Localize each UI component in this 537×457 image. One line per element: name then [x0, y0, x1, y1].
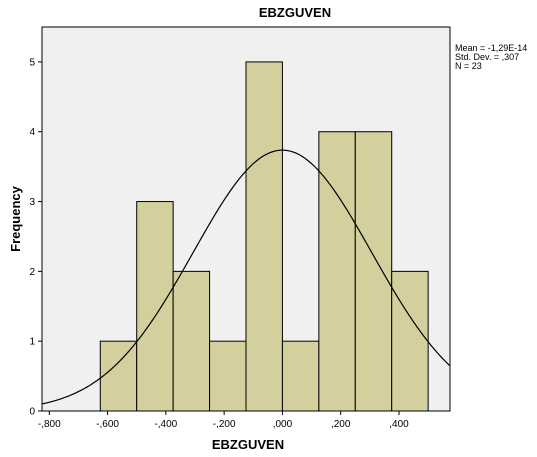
x-tick-label: ,400 — [389, 419, 409, 430]
stat-n: N = 23 — [455, 61, 482, 71]
x-tick-label: -,200 — [213, 419, 236, 430]
x-tick-label: ,000 — [273, 419, 293, 430]
histogram-bar — [354, 131, 393, 412]
stat-std-dev: Std. Dev. = ,307 — [455, 52, 519, 62]
stats-box: Mean = -1,29E-14 Std. Dev. = ,307 N = 23 — [455, 43, 527, 71]
histogram-bar — [281, 340, 320, 412]
x-tick-label: -,400 — [154, 419, 177, 430]
histogram-bar — [391, 270, 429, 412]
histogram-bar — [99, 340, 138, 412]
histogram-bar — [209, 340, 247, 412]
histogram-bar — [136, 201, 174, 412]
y-tick-label: 5 — [29, 57, 35, 68]
y-tick-label: 4 — [29, 127, 35, 138]
y-tick-label: 3 — [29, 197, 35, 208]
normal-curve — [41, 149, 451, 405]
x-tick-label: ,200 — [331, 419, 351, 430]
x-tick-label: -,600 — [96, 419, 119, 430]
stat-mean: Mean = -1,29E-14 — [455, 43, 527, 53]
x-axis-label: EBZGUVEN — [212, 437, 284, 452]
x-axis: -,800 -,600 -,400 -,200 ,000 ,200 ,400 — [38, 411, 409, 430]
y-axis-label: Frequency — [8, 185, 23, 252]
histogram-bar — [172, 270, 211, 412]
y-tick-label: 2 — [29, 267, 35, 278]
y-axis: 0 1 2 3 4 5 — [29, 57, 42, 418]
y-tick-label: 1 — [29, 337, 35, 348]
chart-title: EBZGUVEN — [259, 5, 331, 20]
x-tick-label: -,800 — [38, 419, 61, 430]
histogram-bar — [318, 131, 356, 412]
histogram-bar — [245, 61, 283, 412]
y-tick-label: 0 — [29, 407, 35, 418]
